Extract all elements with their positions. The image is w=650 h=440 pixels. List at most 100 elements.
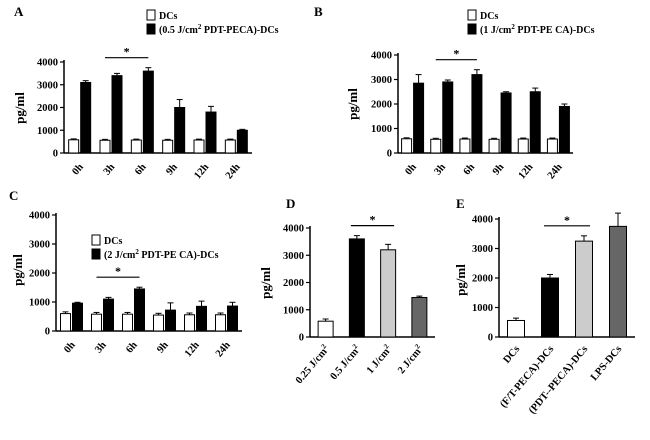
y-axis-label: pg/ml [10, 254, 25, 286]
bar-treated [500, 92, 512, 154]
y-axis-label: pg/ml [258, 267, 273, 299]
x-tick-label: 24h [214, 340, 233, 360]
x-tick-label: LPS-DCs [589, 344, 624, 383]
bar [541, 277, 559, 338]
x-tick-label: 9h [164, 162, 180, 178]
y-tick-label: 4000 [472, 215, 493, 226]
bar-treated [72, 302, 83, 332]
panel-letter: A [14, 4, 24, 19]
panel-letter: D [286, 196, 295, 211]
y-tick-label: 2000 [472, 274, 493, 285]
significance-star: * [370, 213, 376, 227]
bar-treated [227, 305, 238, 332]
bar [380, 249, 397, 338]
legend-swatch [467, 23, 477, 35]
panel-letter: C [9, 188, 18, 203]
x-tick-label: DCs [501, 344, 522, 366]
y-tick-label: 1000 [371, 124, 392, 135]
y-tick-label: 0 [53, 149, 58, 160]
bar-dcs [91, 313, 102, 332]
bar [575, 240, 593, 338]
bar-dcs [162, 139, 174, 154]
y-tick-label: 2000 [37, 103, 58, 114]
legend-swatch [146, 23, 156, 35]
bar-dcs [546, 138, 558, 154]
bar-treated [103, 298, 114, 332]
y-tick-label: 1000 [37, 126, 58, 137]
x-tick-label: 9h [155, 340, 171, 356]
y-tick-label: 4000 [37, 58, 58, 69]
bar [507, 319, 525, 338]
x-tick-label: 3h [102, 162, 118, 178]
bar-treated [134, 288, 145, 332]
bar-treated [529, 91, 541, 154]
legend-label: (0.5 J/cm2 PDT-PECA)-DCs [159, 23, 279, 36]
x-tick-label: 12h [183, 340, 202, 360]
bar-dcs [224, 139, 236, 154]
bar-dcs [68, 139, 80, 154]
bar-treated [142, 70, 154, 154]
bar-dcs [122, 313, 133, 332]
y-tick-label: 0 [299, 333, 304, 344]
y-axis-label: pg/ml [12, 92, 27, 124]
legend-label: (2 J/cm2 PDT-PE CA)-DCs [104, 248, 219, 261]
x-tick-label: 9h [491, 162, 507, 178]
x-tick-label: 3h [93, 340, 109, 356]
legend-swatch [146, 9, 156, 21]
x-tick-label: 6h [133, 162, 149, 178]
y-tick-label: 3000 [37, 80, 58, 91]
bar-dcs [184, 314, 195, 332]
bar [609, 225, 627, 338]
y-tick-label: 3000 [371, 75, 392, 86]
bar-dcs [430, 138, 442, 154]
chart-panel-A: A 0 1000 2000 3000 4000 pg/ml DCs(0.5 J/cm2 PDT… [12, 4, 279, 181]
bar-dcs [130, 139, 142, 154]
x-tick-label: 24h [224, 162, 243, 182]
legend-swatch [91, 234, 101, 246]
legend-label: DCs [159, 11, 177, 22]
y-tick-label: 2000 [371, 100, 392, 111]
bar-dcs [401, 138, 413, 154]
bar [348, 238, 365, 338]
bar-treated [413, 82, 425, 154]
significance-star: * [453, 47, 459, 61]
legend-swatch [467, 9, 477, 21]
y-tick-label: 1000 [29, 298, 50, 309]
chart-panel-B: B 0 1000 2000 3000 4000 pg/ml DCs(1 J/cm2 PDT-P… [314, 4, 595, 181]
x-tick-label: 6h [462, 162, 478, 178]
chart-panel-E: E01000200030004000pg/mlDCs(F/T-PECA)-DCs… [453, 196, 635, 416]
bar-treated [558, 105, 570, 154]
bar [317, 320, 334, 338]
chart-panel-C: C 0 1000 2000 3000 4000 pg/ml DCs(2 J/cm2 PDT-P… [9, 188, 242, 359]
bar-treated [80, 81, 92, 154]
legend-swatch [91, 248, 101, 260]
y-tick-label: 4000 [283, 224, 304, 235]
bar-treated [442, 81, 454, 154]
significance-star: * [124, 45, 130, 59]
x-tick-label: 24h [546, 162, 565, 182]
bar-treated [111, 75, 123, 154]
y-tick-label: 4000 [29, 211, 50, 222]
y-tick-label: 4000 [371, 51, 392, 62]
y-tick-label: 0 [387, 149, 392, 160]
bar-treated [174, 107, 186, 154]
x-tick-label: 12h [517, 162, 536, 182]
y-tick-label: 3000 [283, 251, 304, 262]
y-tick-label: 0 [488, 333, 493, 344]
y-tick-label: 2000 [29, 269, 50, 280]
bar-dcs [153, 314, 164, 332]
bar-dcs [99, 139, 111, 154]
x-tick-label: 0.5 J/cm2 [327, 342, 364, 382]
bar-dcs [488, 138, 500, 154]
y-tick-label: 1000 [283, 305, 304, 316]
bar-treated [196, 305, 207, 332]
y-tick-label: 3000 [29, 240, 50, 251]
x-tick-label: 6h [124, 340, 140, 356]
bar [411, 296, 428, 338]
x-tick-label: 0h [403, 162, 419, 178]
x-tick-label: (PDT--PECA)-DCs [527, 344, 590, 416]
y-axis-label: pg/ml [453, 264, 468, 296]
legend-label: DCs [480, 11, 498, 22]
y-tick-label: 0 [45, 327, 50, 338]
